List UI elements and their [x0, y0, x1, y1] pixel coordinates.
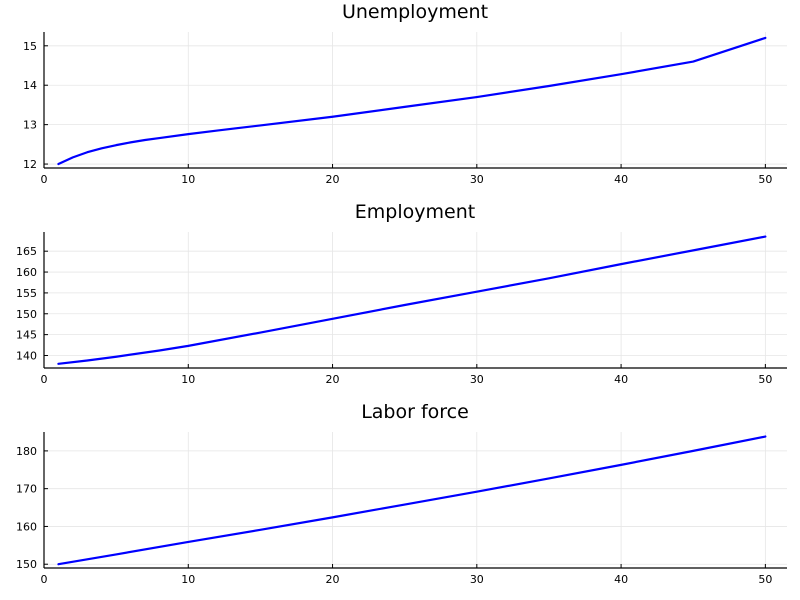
series-line: [57, 36, 767, 166]
series-line: [57, 235, 767, 365]
panel-employment: Employment 0 10 20 30 40 50 140 145 150 155 160 165: [16, 201, 787, 386]
y-tick-label: 12: [23, 158, 37, 171]
x-tick-label: 40: [614, 173, 628, 186]
series-line: [57, 435, 767, 566]
y-tick-label: 13: [23, 119, 37, 132]
y-tick-label: 150: [16, 308, 37, 321]
y-tick-label: 145: [16, 329, 37, 342]
panel-unemployment: Unemployment 0 10 20 30 40 50 12 13 14 15: [23, 1, 787, 186]
y-tick-label: 150: [16, 558, 37, 571]
chart-title: Labor force: [361, 401, 469, 423]
x-tick-label: 0: [41, 373, 48, 386]
chart-title: Unemployment: [342, 1, 488, 23]
x-tick-label: 40: [614, 573, 628, 586]
x-tick-label: 50: [758, 573, 772, 586]
x-tick-label: 0: [41, 173, 48, 186]
x-tick-label: 40: [614, 373, 628, 386]
chart-title: Employment: [355, 201, 475, 223]
x-tick-label: 50: [758, 173, 772, 186]
y-tick-label: 140: [16, 349, 37, 362]
x-tick-label: 10: [181, 373, 195, 386]
y-tick-label: 165: [16, 245, 37, 258]
x-tick-label: 50: [758, 373, 772, 386]
x-tick-label: 20: [326, 173, 340, 186]
x-tick-label: 0: [41, 573, 48, 586]
x-tick-label: 20: [326, 573, 340, 586]
panel-labor-force: Labor force 0 10 20 30 40 50 150 160 170 180: [16, 401, 787, 586]
x-tick-label: 30: [470, 373, 484, 386]
x-tick-label: 10: [181, 173, 195, 186]
x-tick-label: 20: [326, 373, 340, 386]
y-tick-label: 180: [16, 445, 37, 458]
x-tick-label: 30: [470, 173, 484, 186]
y-tick-label: 160: [16, 266, 37, 279]
y-tick-label: 170: [16, 483, 37, 496]
y-tick-label: 15: [23, 40, 37, 53]
x-tick-label: 10: [181, 573, 195, 586]
y-tick-label: 155: [16, 287, 37, 300]
x-tick-label: 30: [470, 573, 484, 586]
y-tick-label: 14: [23, 79, 37, 92]
y-tick-label: 160: [16, 520, 37, 533]
